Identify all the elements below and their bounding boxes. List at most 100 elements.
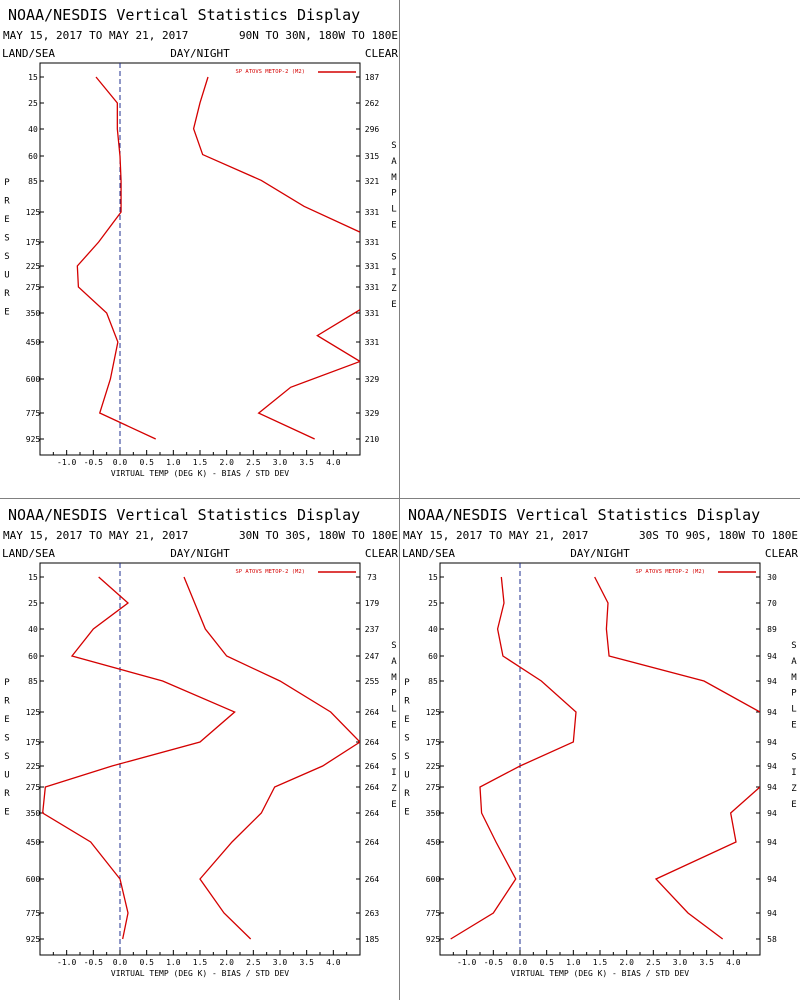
sample-size-label: 94 [767, 875, 777, 884]
pressure-label: 60 [428, 652, 438, 661]
sample-size-label: 255 [365, 677, 380, 686]
sample-size-label: 247 [365, 652, 380, 661]
pressure-label: 600 [26, 375, 41, 384]
sample-size-label: 331 [365, 283, 380, 292]
sample-size-label: 321 [365, 177, 380, 186]
x-tick-label: -0.5 [84, 958, 103, 967]
x-axis-label: VIRTUAL TEMP (DEG K) - BIAS / STD DEV [111, 469, 289, 478]
x-tick-label: 2.0 [219, 458, 234, 467]
sample-size-label: 94 [767, 762, 777, 771]
sample-size-label: 94 [767, 652, 777, 661]
pressure-label: 60 [28, 152, 38, 161]
pressure-label: 925 [26, 435, 41, 444]
sample-size-label: 264 [365, 838, 380, 847]
header-center: DAY/NIGHT [570, 547, 630, 560]
chart-title: NOAA/NESDIS Vertical Statistics Display [8, 6, 360, 24]
pressure-label: 85 [28, 177, 38, 186]
pressure-label: 350 [26, 809, 41, 818]
pressure-label: 25 [28, 599, 38, 608]
x-tick-label: 1.5 [193, 458, 208, 467]
pressure-label: 275 [26, 783, 41, 792]
header-center: DAY/NIGHT [170, 547, 230, 560]
sample-size-label: 30 [767, 573, 777, 582]
date-range: MAY 15, 2017 TO MAY 21, 2017 [3, 529, 188, 542]
sample-size-label: 94 [767, 909, 777, 918]
x-tick-label: 3.0 [273, 458, 288, 467]
pressure-label: 15 [28, 73, 38, 82]
pressure-label: 40 [28, 625, 38, 634]
pressure-label: 775 [426, 909, 441, 918]
x-axis-label: VIRTUAL TEMP (DEG K) - BIAS / STD DEV [511, 969, 689, 978]
sample-size-label: 296 [365, 125, 380, 134]
x-tick-label: 1.5 [193, 958, 208, 967]
pressure-label: 60 [28, 652, 38, 661]
std-dev-series-line [183, 576, 360, 940]
x-tick-label: -1.0 [57, 958, 76, 967]
x-tick-label: 0.5 [539, 958, 554, 967]
sample-size-label: 331 [365, 238, 380, 247]
x-tick-label: 3.5 [299, 458, 314, 467]
sample-size-label: 264 [365, 708, 380, 717]
pressure-label: 225 [26, 762, 41, 771]
sample-size-label: 89 [767, 625, 777, 634]
pressure-label: 350 [26, 309, 41, 318]
sample-size-label: 331 [365, 309, 380, 318]
sample-size-label: 179 [365, 599, 380, 608]
pressure-label: 925 [26, 935, 41, 944]
pressure-label: 125 [426, 708, 441, 717]
sample-size-label: 94 [767, 708, 777, 717]
pressure-label: 125 [26, 708, 41, 717]
x-tick-label: 3.5 [299, 958, 314, 967]
bias-series-line [41, 576, 236, 940]
horizontal-divider [0, 498, 800, 499]
x-tick-label: 0.5 [139, 458, 154, 467]
sample-size-label: 331 [365, 208, 380, 217]
plot-frame [39, 62, 361, 456]
x-axis-label: VIRTUAL TEMP (DEG K) - BIAS / STD DEV [111, 969, 289, 978]
vertical-divider-lower [399, 499, 400, 1000]
sample-size-label: 264 [365, 738, 380, 747]
x-tick-label: 0.0 [113, 458, 128, 467]
x-tick-label: 2.0 [619, 958, 634, 967]
pressure-label: 450 [26, 838, 41, 847]
sample-size-label: 264 [365, 809, 380, 818]
sample-size-label: 73 [367, 573, 377, 582]
header-right: CLEAR [365, 547, 398, 560]
x-tick-label: 1.0 [566, 958, 581, 967]
pressure-label: 85 [28, 677, 38, 686]
x-tick-label: 0.0 [513, 958, 528, 967]
x-tick-label: 1.5 [593, 958, 608, 967]
vertical-divider [399, 0, 400, 500]
x-tick-label: 2.0 [219, 958, 234, 967]
chart-panel-3: NOAA/NESDIS Vertical Statistics Display M… [402, 506, 798, 978]
region: 90N TO 30N, 180W TO 180E [239, 29, 398, 42]
sample-size-label: 329 [365, 409, 380, 418]
pressure-label: 225 [426, 762, 441, 771]
chart-panel-1: NOAA/NESDIS Vertical Statistics Display M… [2, 6, 398, 478]
sample-size-label: 331 [365, 262, 380, 271]
std-dev-series-line [594, 576, 760, 940]
sample-size-label: 264 [365, 762, 380, 771]
pressure-label: 85 [428, 677, 438, 686]
date-range: MAY 15, 2017 TO MAY 21, 2017 [403, 529, 588, 542]
date-range: MAY 15, 2017 TO MAY 21, 2017 [3, 29, 188, 42]
chart-panel-2: NOAA/NESDIS Vertical Statistics Display M… [2, 506, 398, 978]
pressure-label: 15 [28, 573, 38, 582]
x-tick-label: -1.0 [457, 958, 476, 967]
pressure-label: 175 [26, 238, 41, 247]
x-tick-label: -0.5 [484, 958, 503, 967]
header-center: DAY/NIGHT [170, 47, 230, 60]
x-tick-label: 4.0 [326, 958, 341, 967]
chart-title: NOAA/NESDIS Vertical Statistics Display [8, 506, 360, 524]
header-left: LAND/SEA [2, 47, 55, 60]
pressure-label: 775 [26, 409, 41, 418]
x-tick-label: 3.0 [673, 958, 688, 967]
pressure-label: 25 [428, 599, 438, 608]
x-tick-label: 3.5 [699, 958, 714, 967]
pressure-label: 600 [426, 875, 441, 884]
x-tick-label: 0.0 [113, 958, 128, 967]
x-tick-label: 1.0 [166, 958, 181, 967]
pressure-label: 225 [26, 262, 41, 271]
